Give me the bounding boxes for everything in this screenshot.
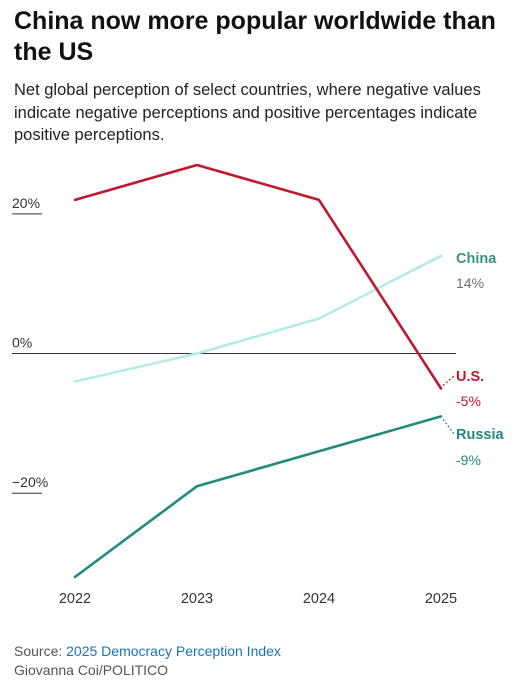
- leader-line-us: [442, 375, 455, 386]
- series-value-russia: -9%: [456, 452, 481, 468]
- x-tick-label: 2022: [59, 591, 91, 607]
- chart-title: China now more popular worldwide than th…: [14, 7, 496, 66]
- x-tick-label: 2023: [181, 591, 213, 607]
- source-prefix: Source:: [14, 643, 67, 659]
- x-tick-label: 2024: [303, 591, 335, 607]
- x-tick-label: 2025: [425, 591, 457, 607]
- chart-subtitle: Net global perception of select countrie…: [14, 81, 481, 144]
- series-label-russia: Russia: [456, 427, 504, 443]
- series-value-china: 14%: [456, 275, 484, 291]
- series-line-china: [73, 254, 443, 383]
- y-tick-label: 0%: [12, 335, 32, 351]
- source-note: Source: 2025 Democracy Perception Index: [14, 642, 281, 661]
- series-label-china: China: [456, 251, 497, 267]
- leader-line-russia: [442, 419, 455, 435]
- source-link[interactable]: 2025 Democracy Perception Index: [66, 643, 281, 659]
- series-value-us: -5%: [456, 393, 481, 409]
- y-tick-label: 20%: [12, 195, 40, 211]
- credit-line: Giovanna Coi/POLITICO: [14, 662, 169, 678]
- series-line-us: [73, 163, 443, 390]
- series-line-russia: [73, 415, 443, 579]
- y-tick-label: −20%: [12, 474, 48, 490]
- line-chart: 20% 0% −20% China 14% U.S. -5% Russia -9% 2022 202…: [12, 163, 504, 607]
- series-label-us: U.S.: [456, 369, 484, 385]
